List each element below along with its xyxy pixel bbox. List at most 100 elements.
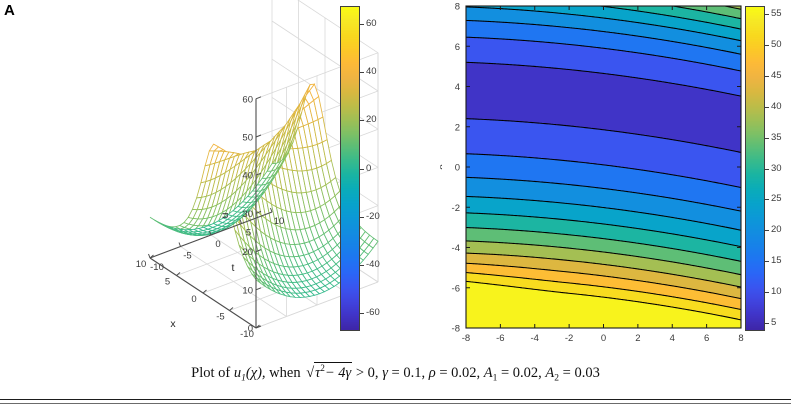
colorbar-tick-label: 10 bbox=[771, 286, 782, 298]
colorbar-tick-label: 25 bbox=[771, 193, 782, 205]
x-axis-tick bbox=[176, 272, 181, 276]
contour-x-tick-label: -6 bbox=[496, 333, 504, 344]
colorbar-tick bbox=[360, 168, 364, 170]
colorbar-tick-label: -40 bbox=[366, 258, 380, 270]
colorbar-tick bbox=[765, 292, 769, 294]
x-tick-label: 0 bbox=[191, 294, 196, 305]
u-axis-tick bbox=[255, 287, 262, 291]
caption-rho-symbol: ρ bbox=[428, 364, 436, 381]
surface-colorbar-gradient bbox=[340, 6, 360, 331]
x-axis-tick bbox=[255, 324, 260, 329]
contour-y-tick-label: 0 bbox=[455, 163, 460, 174]
u-tick-label: 30 bbox=[242, 209, 253, 220]
mesh-cell bbox=[266, 162, 278, 172]
colorbar-tick bbox=[765, 14, 769, 15]
caption-radicand-exp: 2 bbox=[320, 363, 325, 373]
colorbar-tick bbox=[765, 168, 769, 170]
u-tick-label: 0 bbox=[248, 324, 253, 335]
colorbar-tick bbox=[765, 199, 769, 201]
contour-x-tick-label: 2 bbox=[635, 333, 640, 344]
u-tick-label: 20 bbox=[242, 247, 253, 258]
u-axis-tick bbox=[255, 210, 262, 214]
u-axis-tick bbox=[255, 172, 262, 176]
x-tick-label: 10 bbox=[136, 259, 147, 270]
u-tick-label: 40 bbox=[242, 171, 253, 182]
colorbar-tick-label: 30 bbox=[771, 162, 782, 174]
caption-radical: √τ2− 4γ bbox=[306, 362, 353, 381]
colorbar-tick bbox=[360, 120, 364, 122]
contour-frame bbox=[465, 5, 742, 329]
contour-line bbox=[465, 19, 742, 212]
u-tick-label: 10 bbox=[242, 285, 253, 296]
colorbar-tick-label: 0 bbox=[366, 162, 372, 174]
contour-x-tick-label: 4 bbox=[670, 333, 675, 344]
u-axis-tick bbox=[255, 249, 262, 253]
colorbar-tick-label: 5 bbox=[771, 317, 777, 328]
colorbar-tick bbox=[765, 137, 769, 139]
x-axis-tick bbox=[149, 254, 154, 259]
contour-plot: -8-6-4-202468t86420-2-4-6-8x bbox=[440, 0, 791, 351]
x-tick-label: -5 bbox=[216, 312, 224, 323]
colorbar-tick bbox=[360, 216, 364, 218]
contour-y-tick-label: 8 bbox=[455, 2, 460, 13]
t-tick-label: 0 bbox=[215, 239, 220, 250]
contour-lines bbox=[465, 5, 742, 321]
caption-a1-subscript: 1 bbox=[492, 373, 498, 384]
u-axis-tick bbox=[255, 134, 262, 138]
caption-rho-value: = 0.02, bbox=[439, 364, 481, 381]
t-tick-label: 10 bbox=[274, 216, 285, 227]
contour-y-tick-label: 4 bbox=[455, 82, 460, 93]
t-tick-label: 5 bbox=[246, 228, 251, 239]
contour-line bbox=[465, 6, 742, 231]
caption-a2-subscript: 2 bbox=[554, 373, 560, 384]
x-axis-title: x bbox=[170, 318, 176, 330]
caption-gamma-symbol: γ bbox=[382, 364, 388, 381]
t-axis-tick bbox=[270, 207, 273, 213]
contour-y-tick-label: -4 bbox=[452, 243, 460, 254]
colorbar-tick-label: 55 bbox=[771, 8, 782, 19]
contour-line bbox=[465, 5, 742, 262]
colorbar-tick bbox=[765, 261, 769, 263]
x-tick-label: -10 bbox=[240, 329, 254, 340]
contour-y-tick-label: 6 bbox=[455, 42, 460, 53]
x-axis-tick bbox=[229, 307, 234, 311]
caption-a2-value: = 0.03 bbox=[562, 364, 600, 381]
contour-x-axis-title: t bbox=[602, 349, 605, 350]
colorbar-tick-label: 40 bbox=[771, 100, 782, 112]
grid-line bbox=[180, 246, 287, 317]
caption-function: u bbox=[233, 364, 242, 381]
x-tick-label: 5 bbox=[165, 277, 170, 288]
caption-a2-symbol: A bbox=[545, 364, 555, 381]
contour-colorbar-gradient bbox=[745, 6, 765, 331]
contour-band-image bbox=[466, 6, 741, 328]
panel-label: A bbox=[4, 2, 16, 19]
caption-radicand-rest: − 4γ bbox=[324, 364, 352, 381]
u-tick-label: 50 bbox=[242, 133, 253, 144]
surface-colorbar: 60 40 20 0 -20 -40 -60 bbox=[340, 6, 398, 336]
caption-function-subscript: 1 bbox=[241, 373, 246, 384]
colorbar-tick-label: 15 bbox=[771, 255, 782, 267]
caption-radicand-tau: τ bbox=[315, 364, 321, 381]
caption-gamma-value: = 0.1, bbox=[391, 364, 426, 381]
contour-x-tick-label: -8 bbox=[462, 333, 470, 344]
contour-y-tick-label: -2 bbox=[452, 203, 460, 214]
contour-x-tick-label: -2 bbox=[565, 333, 573, 344]
t-tick-label: -10 bbox=[150, 262, 164, 273]
contour-y-tick-label: -6 bbox=[452, 283, 460, 294]
t-axis-title: t bbox=[232, 262, 235, 274]
footer-rule bbox=[0, 399, 791, 400]
contour-line bbox=[465, 262, 742, 300]
colorbar-tick bbox=[765, 75, 769, 77]
colorbar-tick-label: 45 bbox=[771, 69, 782, 81]
caption-condition: > 0, bbox=[355, 364, 379, 381]
caption-when: when bbox=[269, 364, 301, 381]
colorbar-tick-label: 50 bbox=[771, 38, 782, 50]
caption-function-arg: (χ), bbox=[245, 364, 266, 381]
t-axis-tick bbox=[209, 230, 212, 236]
u-axis-tick bbox=[255, 96, 262, 100]
caption-a1-value: = 0.02, bbox=[500, 364, 542, 381]
contour-canvas: -8 -6 -4 -2 0 2 4 6 8 t 8 6 4 2 0 -2 -4 -6 -8 x bbox=[440, 2, 744, 351]
t-axis-tick bbox=[178, 242, 181, 247]
x-axis-tick bbox=[202, 289, 207, 294]
